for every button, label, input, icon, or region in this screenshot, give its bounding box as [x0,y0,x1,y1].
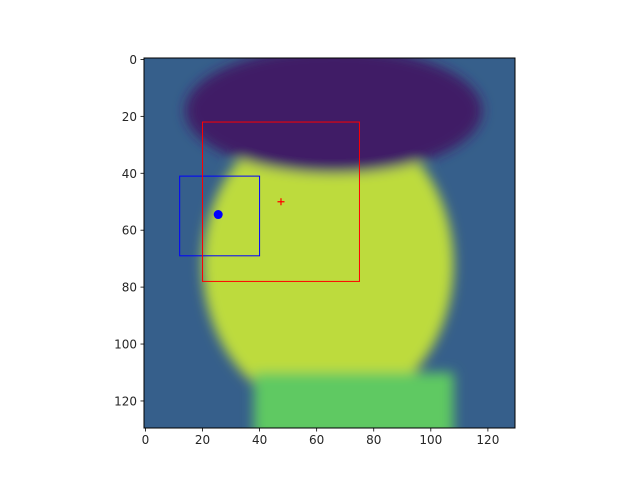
x-tick-label: 80 [366,433,381,447]
y-tick-label: 20 [122,110,137,124]
image-layer [144,58,515,428]
y-tick-label: 120 [114,394,137,408]
image-shapes [185,58,483,428]
y-tick-label: 0 [129,53,137,67]
x-tick-label: 60 [309,433,324,447]
overlays [179,121,360,282]
y-tick-label: 60 [122,224,137,238]
y-tick-label: 80 [122,281,137,295]
y-axis: 0 20 40 60 80 100 120 [114,53,144,408]
x-tick-label: 120 [476,433,499,447]
neck-region [253,372,454,428]
red-point [277,198,285,206]
y-tick-label: 100 [114,338,137,352]
x-tick-label: 20 [195,433,210,447]
x-tick-label: 0 [142,433,150,447]
blue-point [213,210,223,220]
x-tick-label: 40 [252,433,267,447]
x-tick-label: 100 [419,433,442,447]
red-box [202,121,360,282]
face-region [202,116,454,413]
blue-box [179,175,261,257]
axes-frame [143,57,516,429]
hair-region [185,58,483,174]
y-tick-label: 40 [122,167,137,181]
x-axis: 0 20 40 60 80 100 120 [142,428,499,447]
